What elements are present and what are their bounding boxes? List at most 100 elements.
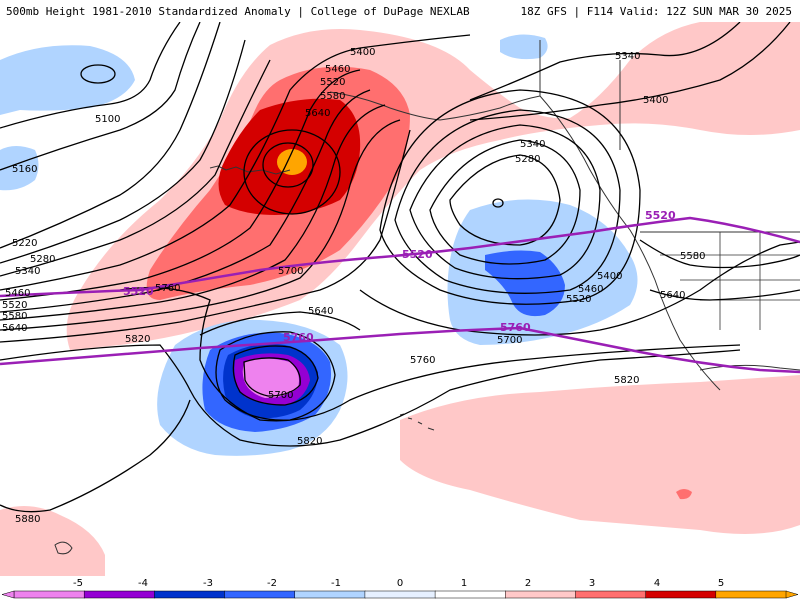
contour-5640 xyxy=(0,119,401,331)
run-info: 18Z GFS | F114 Valid: 12Z SUN MAR 30 202… xyxy=(520,5,792,18)
anomaly-negative-1sd-spot-north xyxy=(500,34,548,60)
contour-low-ring-2 xyxy=(232,345,319,406)
climatology-label: 5760 xyxy=(283,331,314,344)
canada-coastline xyxy=(539,95,721,391)
contour-ne-5340 xyxy=(469,22,741,101)
map-title: 500mb Height 1981-2010 Standardized Anom… xyxy=(6,5,470,18)
contour-5640-b xyxy=(199,311,361,336)
anomaly-negative-5sd-low xyxy=(242,358,299,398)
colorbar-segment xyxy=(294,590,366,599)
contour-5220 xyxy=(0,22,221,249)
climatology-5760-line xyxy=(0,326,800,374)
colorbar-tick-label: 1 xyxy=(461,578,467,589)
contour-label: 5340 xyxy=(520,139,545,150)
contour-label: 5820 xyxy=(125,334,150,345)
anomaly-positive-1sd-pacific xyxy=(400,375,800,534)
contour-label: 5340 xyxy=(15,266,40,277)
climatology-5520-line xyxy=(0,216,800,298)
anomaly-negative-2sd-trough xyxy=(485,250,565,317)
anomaly-negative-1sd-west xyxy=(0,146,39,191)
contour-label: 5700 xyxy=(268,390,293,401)
contour-east-5640 xyxy=(649,289,800,301)
anomaly-shading xyxy=(0,22,800,576)
contour-label: 5580 xyxy=(680,251,705,262)
colorbar-segment xyxy=(13,590,85,599)
climatology-label: 5520 xyxy=(123,285,154,298)
colorbar-tick-labels: -5 -4 -3 -2 -1 0 1 2 3 4 5 xyxy=(73,578,724,589)
contour-label: 5400 xyxy=(643,95,668,106)
map-panel: 5400 5460 5520 5580 5640 5100 5160 5220 … xyxy=(0,22,800,576)
contour-label: 5340 xyxy=(615,51,640,62)
colorbar-tick-label: -3 xyxy=(203,578,213,589)
contour-label: 5280 xyxy=(30,254,55,265)
contour-label: 5460 xyxy=(578,284,603,295)
contour-low-ring-1 xyxy=(215,331,336,421)
contour-low-ring-3 xyxy=(243,357,301,397)
contour-label-group: 5400 5460 5520 5580 5640 5100 5160 5220 … xyxy=(2,47,705,525)
contour-label: 5820 xyxy=(614,375,639,386)
contour-label: 5520 xyxy=(566,294,591,305)
contour-small-ring xyxy=(492,198,504,208)
contour-label: 5580 xyxy=(320,91,345,102)
contour-5760 xyxy=(119,286,741,422)
colorbar-segment xyxy=(364,590,436,599)
contour-east-5580 xyxy=(639,239,800,269)
climatology-label: 5520 xyxy=(402,248,433,261)
contour-label: 5640 xyxy=(305,108,330,119)
contour-label: 5760 xyxy=(155,283,180,294)
hawaii-islands xyxy=(399,413,435,431)
contour-trough-5700 xyxy=(359,241,800,336)
contour-label: 5820 xyxy=(297,436,322,447)
header-bar: 500mb Height 1981-2010 Standardized Anom… xyxy=(0,0,800,22)
anomaly-positive-2sd-spot xyxy=(676,489,692,500)
colorbar-tick-label: -4 xyxy=(138,578,148,589)
contour-5280 xyxy=(0,39,246,264)
colorbar-right-arrow xyxy=(785,590,799,599)
anomaly-positive-1sd-southwest xyxy=(0,506,105,576)
contour-small-low-north xyxy=(80,64,116,84)
contour-trough-5340 xyxy=(429,139,581,265)
canada-interior-border xyxy=(539,40,621,150)
colorbar-segments xyxy=(1,590,799,599)
climatology-label-group: 5520 5520 5520 5760 5760 xyxy=(123,209,676,344)
contour-label: 5100 xyxy=(95,114,120,125)
colorbar-segment xyxy=(645,590,717,599)
contour-5160 xyxy=(0,22,201,171)
contour-label: 5220 xyxy=(12,238,37,249)
contour-trough-5520 xyxy=(379,89,641,305)
contour-high-inner xyxy=(262,142,314,188)
contour-label: 5400 xyxy=(350,47,375,58)
contour-label: 5640 xyxy=(660,290,685,301)
contour-trough-5280 xyxy=(449,154,561,246)
contour-5580 xyxy=(0,104,386,321)
contour-5520 xyxy=(0,89,371,313)
colorbar-tick-label: -2 xyxy=(267,578,277,589)
contour-5460 xyxy=(0,69,361,301)
contour-label: 5700 xyxy=(497,335,522,346)
colorbar-tick-label: 0 xyxy=(397,578,403,589)
colorbar-segment xyxy=(154,590,226,599)
colorbar-segment xyxy=(505,590,577,599)
colorbar-segment xyxy=(224,590,296,599)
contour-5820-w xyxy=(0,344,741,447)
climatology-contours xyxy=(0,216,800,374)
colorbar-tick-label: 3 xyxy=(589,578,595,589)
state-lines xyxy=(660,232,800,330)
height-contours xyxy=(0,22,800,513)
climatology-label: 5520 xyxy=(645,209,676,222)
coastlines xyxy=(54,40,800,555)
anomaly-positive-1sd-east xyxy=(700,22,800,95)
contour-5400 xyxy=(0,34,471,291)
contour-label: 5160 xyxy=(12,164,37,175)
contour-5340 xyxy=(0,59,271,277)
contour-label: 5520 xyxy=(2,300,27,311)
contour-label: 5640 xyxy=(308,306,333,317)
contour-label: 5400 xyxy=(597,271,622,282)
contour-5700 xyxy=(0,129,411,343)
colorbar-tick-label: -1 xyxy=(331,578,341,589)
colorbar-tick-label: -5 xyxy=(73,578,83,589)
southwest-island xyxy=(54,541,73,555)
contour-label: 5760 xyxy=(410,355,435,366)
anomaly-negative-1sd-northwest xyxy=(0,45,135,115)
